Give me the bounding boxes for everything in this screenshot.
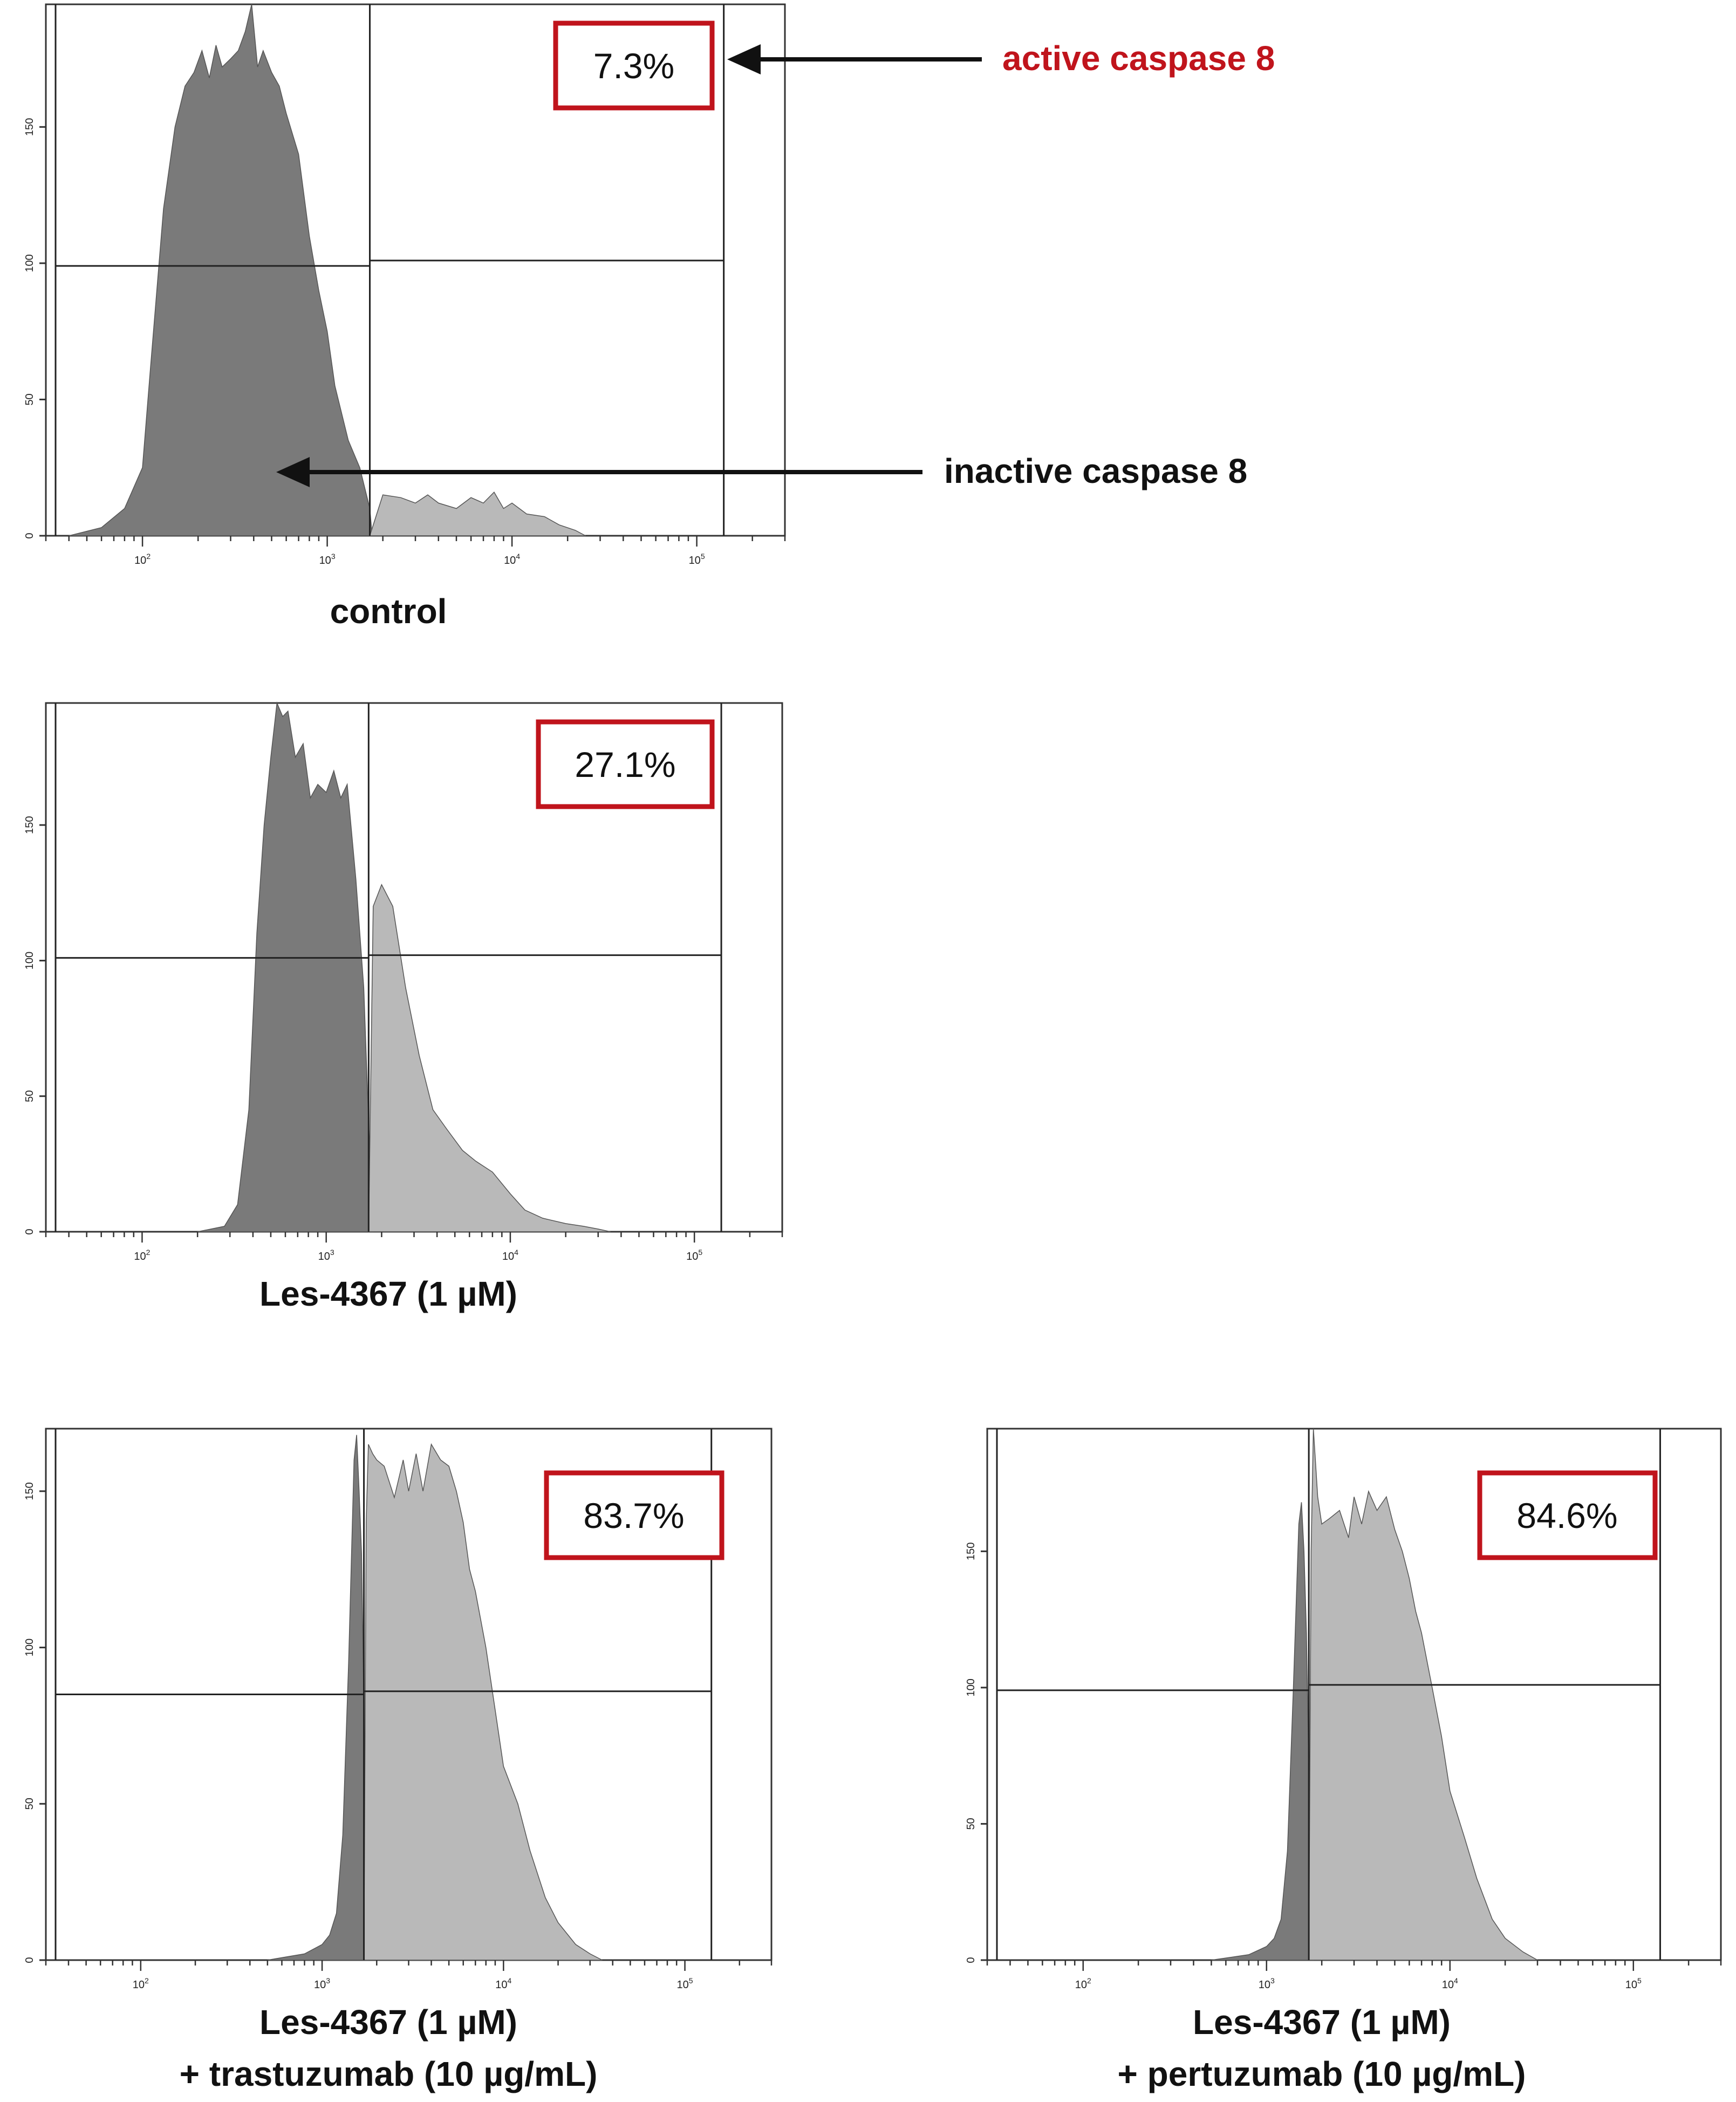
inactive-histogram-area [69,4,373,536]
y-tick-label: 0 [24,533,36,538]
y-tick-label: 50 [24,393,36,405]
panel-trastuzumab: 0 50 100 150 102 103 104 105 83.7% Les-4367 (1 … [24,1428,773,2093]
active-histogram-area [369,491,586,536]
panel-control: 0 50 100 150 102 103 104 105 7.3% control [24,3,786,631]
active-histogram-area [363,1443,603,1961]
x-tick-label: 105 [689,552,705,567]
inactive-arrow-head [276,457,310,487]
annotation-inactive: inactive caspase 8 [276,452,1247,490]
y-tick-label: 150 [24,1482,36,1500]
panel-caption-line-2: + pertuzumab (10 µg/mL) [1118,2055,1526,2093]
percentage-box [1477,1470,1658,1560]
x-tick-label: 105 [1625,1976,1642,1991]
panel-caption: Les-4367 (1 µM) [259,1274,517,1313]
x-tick-label: 105 [686,1248,702,1262]
percentage-box [544,1470,725,1560]
active-caspase-label: active caspase 8 [1002,39,1275,78]
x-tick-label: 102 [134,552,151,567]
y-tick-label: 150 [965,1543,977,1560]
y-tick-label: 0 [24,1229,36,1234]
y-tick-label: 0 [24,1957,36,1963]
percentage-box [536,719,715,809]
panel-pertuzumab: 0 50 100 150 102 103 104 105 84.6% Les-4367 (1 … [965,1428,1722,2093]
panel-caption-line-2: + trastuzumab (10 µg/mL) [180,2055,598,2093]
x-tick-label: 104 [1442,1976,1458,1991]
active-histogram-area [368,883,611,1232]
y-tick-label: 50 [965,1818,977,1830]
x-tick-label: 104 [504,552,520,567]
percentage-label: 84.6% [1516,1496,1617,1535]
y-tick-label: 50 [24,1090,36,1102]
x-tick-label: 102 [1075,1976,1091,1991]
percentage-label: 83.7% [583,1496,684,1535]
x-tick-label: 103 [318,1248,334,1262]
panel-caption-line-1: Les-4367 (1 µM) [1193,2003,1451,2042]
y-tick-label: 100 [24,952,36,970]
active-histogram-area [1308,1428,1539,1961]
x-tick-label: 104 [495,1976,511,1991]
x-tick-label: 104 [502,1248,518,1262]
y-tick-label: 0 [965,1957,977,1963]
x-tick-label: 105 [677,1976,693,1991]
x-tick-label: 103 [314,1976,330,1991]
x-tick-label: 102 [133,1976,149,1991]
y-tick-label: 100 [24,1639,36,1656]
y-tick-label: 150 [24,816,36,834]
inactive-caspase-label: inactive caspase 8 [944,452,1247,490]
percentage-label: 7.3% [593,46,674,86]
percentage-label: 27.1% [575,745,675,784]
x-tick-label: 103 [1259,1976,1275,1991]
percentage-box [553,21,715,111]
panel-les-4367: 0 50 100 150 102 103 104 105 27.1% Les-4367 (1 … [24,701,783,1313]
active-arrow-head [727,44,761,74]
panel-caption-line-1: Les-4367 (1 µM) [259,2003,517,2042]
y-tick-label: 100 [965,1678,977,1696]
y-tick-label: 150 [24,118,36,136]
panel-caption: control [330,592,447,631]
x-tick-label: 102 [134,1248,150,1262]
inactive-histogram-area [197,701,374,1232]
x-tick-label: 103 [319,552,336,567]
annotation-active: active caspase 8 [727,39,1275,78]
y-tick-label: 100 [24,254,36,272]
y-tick-label: 50 [24,1798,36,1810]
